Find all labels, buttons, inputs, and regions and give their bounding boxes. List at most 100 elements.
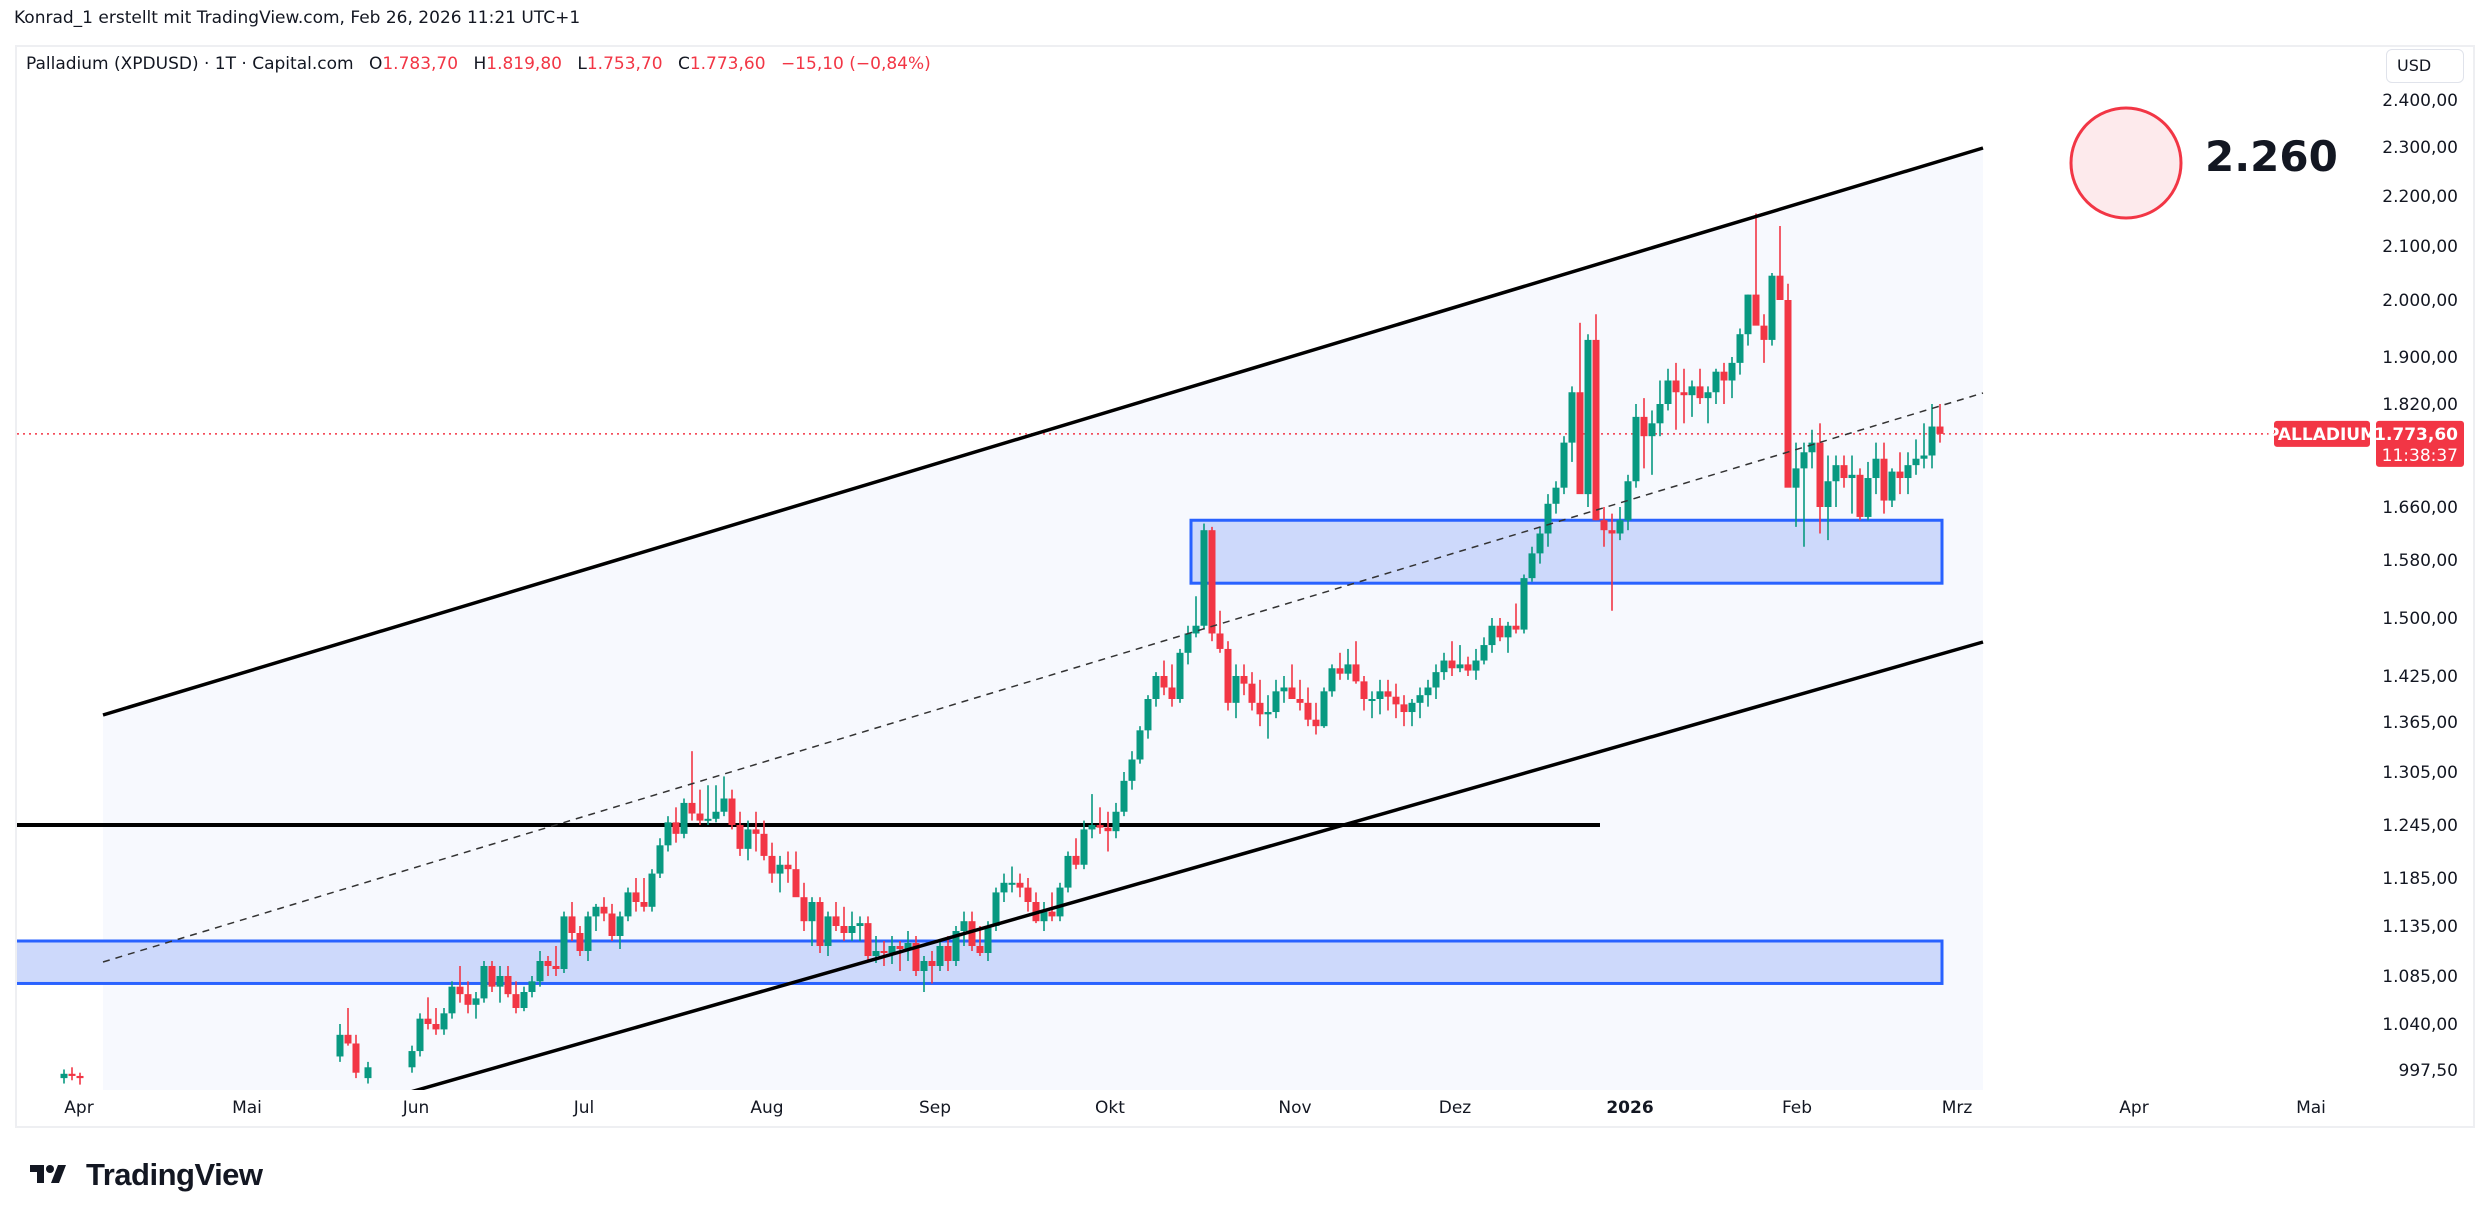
currency-button[interactable]: USD (2386, 49, 2464, 83)
candle[interactable] (1504, 621, 1512, 653)
candle[interactable] (1288, 664, 1296, 699)
time-axis[interactable]: Apr Mai Jun Jul Aug Sep Okt Nov Dez 2026 Feb Mrz Apr… (64, 1098, 2326, 1118)
candle[interactable] (1792, 442, 1800, 527)
candle[interactable] (552, 946, 560, 976)
candle[interactable] (1120, 772, 1128, 817)
candle[interactable] (1888, 468, 1896, 507)
candle[interactable] (1680, 368, 1688, 424)
candle[interactable] (520, 986, 528, 1012)
circle-annotation[interactable] (2069, 106, 2183, 220)
candle[interactable] (1912, 439, 1920, 475)
candle[interactable] (1008, 866, 1016, 893)
candle[interactable] (1352, 641, 1360, 684)
candle[interactable] (336, 1024, 344, 1062)
candle[interactable] (1656, 380, 1664, 437)
parallel-channel[interactable] (103, 148, 1983, 1090)
channel-median-dashed-line[interactable] (102, 392, 1984, 963)
candle[interactable] (928, 951, 936, 984)
candle[interactable] (496, 966, 504, 1003)
candle[interactable] (1480, 637, 1488, 665)
candle[interactable] (800, 882, 808, 931)
candle[interactable] (1432, 664, 1440, 699)
candle[interactable] (704, 785, 712, 825)
candlestick-series[interactable] (60, 213, 1944, 1085)
candle[interactable] (1216, 610, 1224, 653)
candle[interactable] (424, 997, 432, 1030)
candle[interactable] (364, 1061, 372, 1084)
candle[interactable] (864, 916, 872, 961)
candle[interactable] (808, 897, 816, 946)
candle[interactable] (760, 820, 768, 861)
candle[interactable] (712, 785, 720, 823)
candle[interactable] (1456, 645, 1464, 673)
candle[interactable] (896, 941, 904, 971)
candle[interactable] (1272, 679, 1280, 719)
candle[interactable] (792, 851, 800, 898)
candle[interactable] (1872, 442, 1880, 495)
candle[interactable] (1560, 436, 1568, 495)
candle[interactable] (1528, 546, 1536, 582)
candle[interactable] (416, 1013, 424, 1057)
candle[interactable] (488, 961, 496, 992)
candle[interactable] (1712, 368, 1720, 404)
candle[interactable] (1464, 656, 1472, 676)
channel-lower-line[interactable] (103, 640, 1984, 1180)
candle[interactable] (1280, 676, 1288, 703)
candle[interactable] (1264, 695, 1272, 739)
candle[interactable] (76, 1072, 84, 1085)
candle[interactable] (1360, 676, 1368, 711)
candle[interactable] (68, 1067, 76, 1081)
candle[interactable] (1920, 423, 1928, 469)
candle[interactable] (1832, 455, 1840, 508)
candle[interactable] (1752, 213, 1760, 326)
candle[interactable] (880, 941, 888, 966)
candle[interactable] (1192, 596, 1200, 638)
candle[interactable] (1000, 873, 1008, 902)
candle[interactable] (656, 838, 664, 878)
candle[interactable] (1824, 455, 1832, 541)
candle[interactable] (592, 903, 600, 931)
candle[interactable] (1184, 625, 1192, 665)
candle[interactable] (504, 966, 512, 998)
candle[interactable] (344, 1008, 352, 1046)
candle[interactable] (624, 887, 632, 922)
candle[interactable] (1784, 283, 1792, 488)
candle[interactable] (480, 961, 488, 1003)
candle[interactable] (472, 992, 480, 1019)
candle[interactable] (440, 1008, 448, 1035)
candle[interactable] (1552, 481, 1560, 514)
candle[interactable] (1496, 618, 1504, 642)
candle[interactable] (432, 1008, 440, 1035)
candle[interactable] (1064, 851, 1072, 893)
candle[interactable] (1728, 357, 1736, 399)
candle[interactable] (1624, 474, 1632, 531)
candle[interactable] (688, 751, 696, 821)
candle[interactable] (1392, 683, 1400, 719)
candle[interactable] (1848, 455, 1856, 514)
candle[interactable] (1536, 526, 1544, 564)
candle[interactable] (1040, 902, 1048, 931)
candle[interactable] (1896, 452, 1904, 495)
annotation-circle[interactable] (2069, 106, 2183, 220)
candle[interactable] (1176, 648, 1184, 703)
channel-lines[interactable] (102, 146, 1984, 1180)
symbol-description[interactable]: Palladium (XPDUSD) · 1T · Capital.com (26, 54, 354, 74)
candle[interactable] (744, 820, 752, 861)
candle[interactable] (696, 789, 704, 825)
candle[interactable] (784, 851, 792, 883)
candle[interactable] (1568, 386, 1576, 462)
candle[interactable] (1736, 328, 1744, 375)
candle[interactable] (1584, 334, 1592, 507)
candle[interactable] (976, 926, 984, 956)
candle[interactable] (1080, 820, 1088, 870)
candle[interactable] (1520, 574, 1528, 634)
candle[interactable] (456, 966, 464, 1003)
candle[interactable] (1304, 687, 1312, 727)
candle[interactable] (1312, 702, 1320, 735)
candle[interactable] (1168, 664, 1176, 707)
candle[interactable] (1416, 687, 1424, 719)
candle[interactable] (1056, 882, 1064, 922)
candle[interactable] (952, 926, 960, 966)
candle[interactable] (536, 951, 544, 987)
candle[interactable] (1384, 679, 1392, 711)
